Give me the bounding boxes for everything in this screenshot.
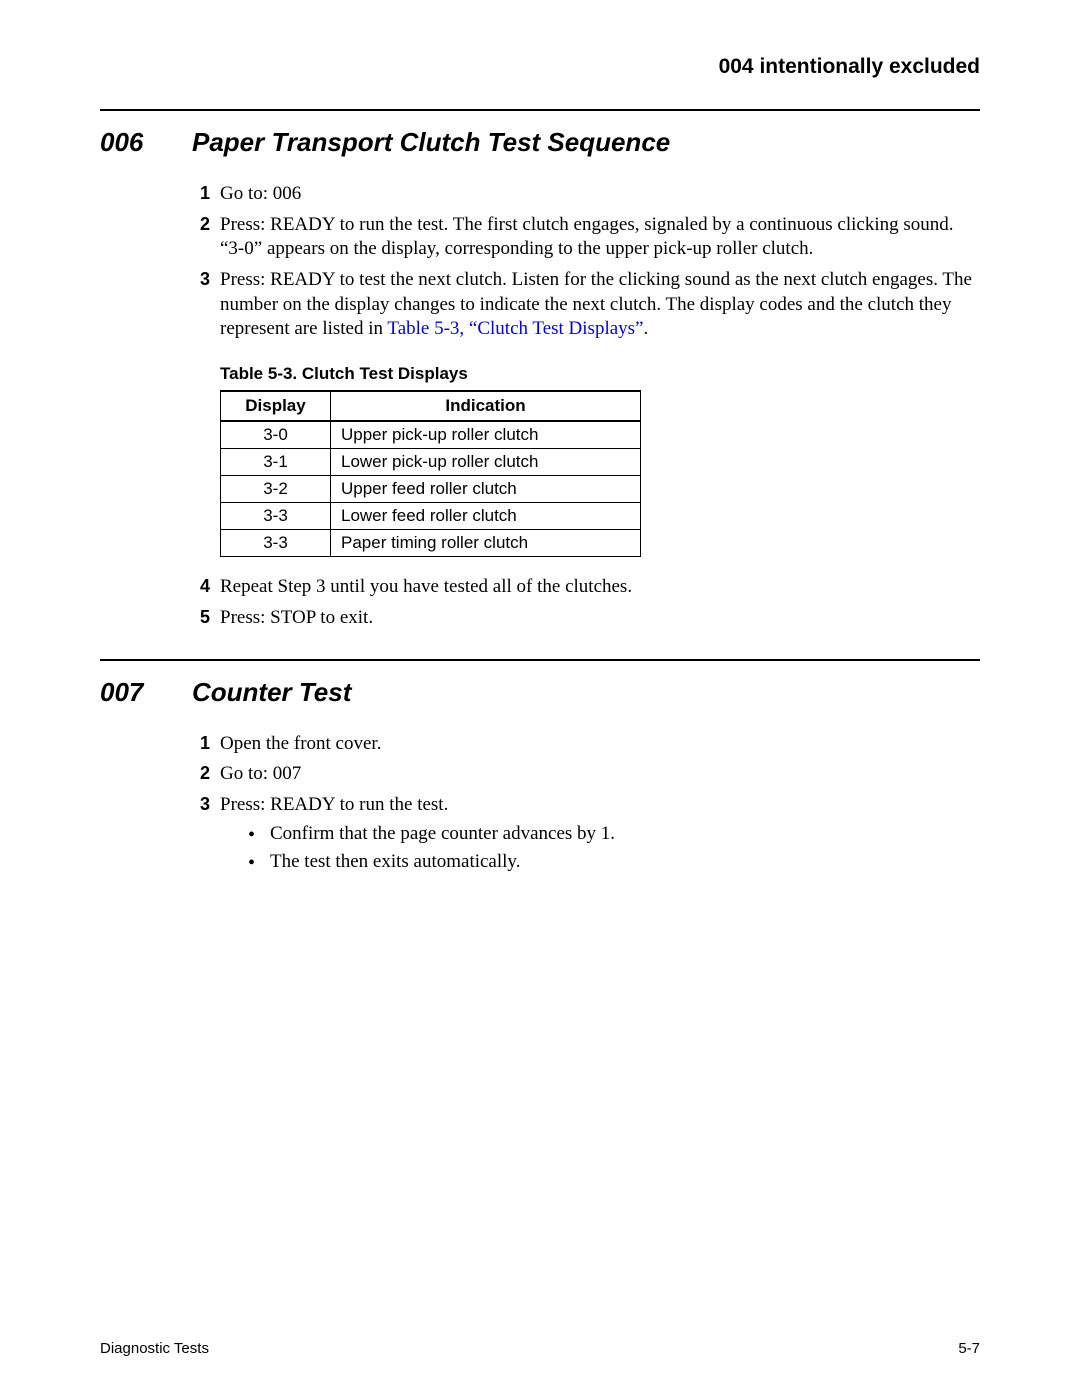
page: 004 intentionally excluded 006 Paper Tra… [0, 0, 1080, 1397]
step-text: Go to: 007 [220, 762, 980, 787]
cell-display: 3-3 [221, 503, 331, 530]
steps-list: 1 Go to: 006 2 Press: READY to run the t… [192, 182, 980, 342]
cell-display: 3-3 [221, 530, 331, 557]
step-text: Press: READY to test the next clutch. Li… [220, 268, 980, 342]
step-text: Press: READY to run the test. The first … [220, 213, 980, 262]
steps-list: 1 Open the front cover. 2 Go to: 007 3 P… [192, 732, 980, 879]
footer-left: Diagnostic Tests [100, 1340, 209, 1357]
cell-indication: Upper pick-up roller clutch [331, 421, 641, 449]
step-text: Press: READY to run the test. • Confirm … [220, 793, 980, 879]
step-number: 1 [192, 182, 220, 207]
step-text-main: Press: READY to run the test. [220, 794, 448, 815]
cell-indication: Upper feed roller clutch [331, 476, 641, 503]
table-row: 3-2 Upper feed roller clutch [221, 476, 641, 503]
section-number: 006 [100, 127, 192, 158]
bullet-text: The test then exits automatically. [270, 850, 520, 875]
step-text: Go to: 006 [220, 182, 980, 207]
cell-indication: Lower pick-up roller clutch [331, 449, 641, 476]
step: 2 Go to: 007 [192, 762, 980, 787]
col-header-indication: Indication [331, 391, 641, 421]
section-006: 006 Paper Transport Clutch Test Sequence… [100, 127, 980, 631]
section-rule [100, 659, 980, 661]
step-number: 2 [192, 213, 220, 262]
cell-display: 3-0 [221, 421, 331, 449]
step-number: 3 [192, 793, 220, 879]
section-heading: 006 Paper Transport Clutch Test Sequence [100, 127, 980, 158]
table-row: 3-1 Lower pick-up roller clutch [221, 449, 641, 476]
step-text: Open the front cover. [220, 732, 980, 757]
table-xref-link[interactable]: Table 5-3, “Clutch Test Displays” [387, 318, 643, 339]
bullet-icon: • [248, 850, 270, 873]
cell-indication: Paper timing roller clutch [331, 530, 641, 557]
col-header-display: Display [221, 391, 331, 421]
step-number: 2 [192, 762, 220, 787]
step-text: Repeat Step 3 until you have tested all … [220, 575, 980, 600]
bullet-item: • Confirm that the page counter advances… [248, 822, 980, 847]
table-row: 3-3 Lower feed roller clutch [221, 503, 641, 530]
step: 1 Open the front cover. [192, 732, 980, 757]
step: 5 Press: STOP to exit. [192, 606, 980, 631]
step-number: 3 [192, 268, 220, 342]
bullet-item: • The test then exits automatically. [248, 850, 980, 875]
table-caption: Table 5-3. Clutch Test Displays [220, 364, 980, 384]
bullet-text: Confirm that the page counter advances b… [270, 822, 615, 847]
page-footer: Diagnostic Tests 5-7 [100, 1340, 980, 1357]
steps-list-cont: 4 Repeat Step 3 until you have tested al… [192, 575, 980, 630]
section-title: Paper Transport Clutch Test Sequence [192, 127, 670, 158]
table-row: 3-3 Paper timing roller clutch [221, 530, 641, 557]
step-number: 4 [192, 575, 220, 600]
cell-indication: Lower feed roller clutch [331, 503, 641, 530]
sub-bullets: • Confirm that the page counter advances… [248, 822, 980, 875]
clutch-test-table: Display Indication 3-0 Upper pick-up rol… [220, 390, 641, 557]
step: 3 Press: READY to run the test. • Confir… [192, 793, 980, 879]
section-heading: 007 Counter Test [100, 677, 980, 708]
bullet-icon: • [248, 822, 270, 845]
section-rule [100, 109, 980, 111]
table-row: 3-0 Upper pick-up roller clutch [221, 421, 641, 449]
header-note: 004 intentionally excluded [100, 55, 980, 79]
step: 2 Press: READY to run the test. The firs… [192, 213, 980, 262]
step-text-post: . [644, 318, 649, 339]
cell-display: 3-1 [221, 449, 331, 476]
step-number: 5 [192, 606, 220, 631]
step: 3 Press: READY to test the next clutch. … [192, 268, 980, 342]
cell-display: 3-2 [221, 476, 331, 503]
step: 4 Repeat Step 3 until you have tested al… [192, 575, 980, 600]
step: 1 Go to: 006 [192, 182, 980, 207]
step-number: 1 [192, 732, 220, 757]
table-header-row: Display Indication [221, 391, 641, 421]
footer-right: 5-7 [958, 1340, 980, 1357]
section-007: 007 Counter Test 1 Open the front cover.… [100, 677, 980, 879]
section-title: Counter Test [192, 677, 351, 708]
table-5-3: Table 5-3. Clutch Test Displays Display … [220, 364, 980, 557]
section-number: 007 [100, 677, 192, 708]
step-text: Press: STOP to exit. [220, 606, 980, 631]
